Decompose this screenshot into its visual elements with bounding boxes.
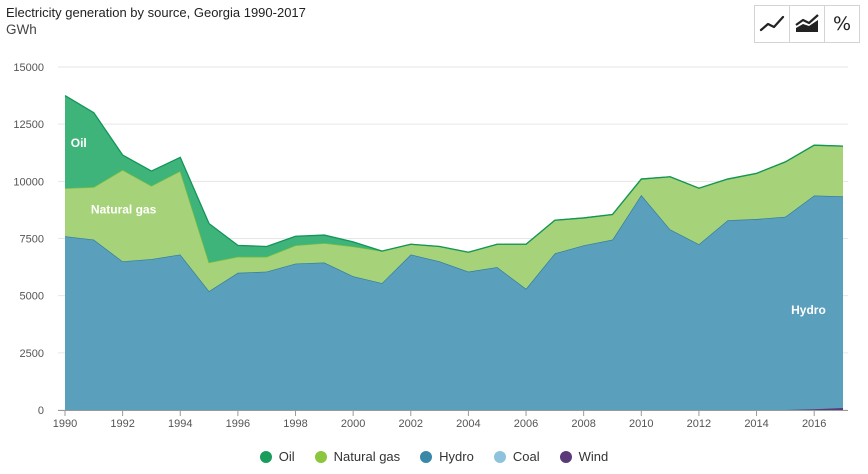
x-axis: 1990 1992 1994 1996 1998 2000 2002 2004 2006 2008… bbox=[53, 410, 848, 430]
legend-item-natural-gas[interactable]: Natural gas bbox=[314, 449, 401, 464]
line-chart-icon bbox=[759, 15, 785, 32]
area-series bbox=[64, 95, 844, 411]
y-tick-label: 5000 bbox=[20, 291, 44, 303]
legend-label: Natural gas bbox=[333, 449, 401, 464]
series-annotation: Oil bbox=[71, 136, 87, 150]
y-axis-labels: 0 2500 5000 7500 10000 12500 15000 bbox=[13, 62, 44, 417]
chart-title: Electricity generation by source, Georgi… bbox=[6, 5, 306, 20]
legend-label: Wind bbox=[578, 449, 609, 464]
legend-swatch bbox=[559, 450, 572, 463]
area-chart-button[interactable] bbox=[789, 5, 825, 43]
x-tick-label: 2004 bbox=[456, 418, 480, 430]
legend-item-coal[interactable]: Coal bbox=[493, 449, 540, 464]
x-tick-label: 1998 bbox=[283, 418, 307, 430]
x-tick-label: 2008 bbox=[571, 418, 595, 430]
x-tick-label: 2002 bbox=[399, 418, 423, 430]
chart-unit: GWh bbox=[6, 22, 37, 37]
x-tick-label: 2006 bbox=[514, 418, 538, 430]
y-tick-label: 10000 bbox=[13, 176, 44, 188]
y-tick-label: 0 bbox=[38, 405, 44, 417]
y-tick-label: 15000 bbox=[13, 62, 44, 74]
x-tick-label: 1996 bbox=[226, 418, 250, 430]
line-hydro bbox=[64, 193, 844, 292]
percent-label: % bbox=[832, 13, 852, 35]
series-annotation: Hydro bbox=[791, 303, 826, 317]
legend-label: Oil bbox=[278, 449, 295, 464]
x-tick-label: 2012 bbox=[687, 418, 711, 430]
legend-swatch bbox=[493, 450, 506, 463]
legend-label: Coal bbox=[512, 449, 540, 464]
x-tick-label: 2000 bbox=[341, 418, 365, 430]
y-tick-label: 12500 bbox=[13, 119, 44, 131]
legend-label: Hydro bbox=[439, 449, 474, 464]
x-tick-label: 1990 bbox=[53, 418, 77, 430]
x-tick-label: 2010 bbox=[629, 418, 653, 430]
chart-type-toolbar: % bbox=[754, 5, 866, 43]
y-tick-label: 2500 bbox=[20, 348, 44, 360]
line-oil bbox=[64, 95, 844, 253]
legend-swatch bbox=[314, 450, 327, 463]
legend-item-oil[interactable]: Oil bbox=[259, 449, 295, 464]
x-tick-label: 2014 bbox=[744, 418, 768, 430]
legend-swatch bbox=[420, 450, 433, 463]
legend-swatch bbox=[259, 450, 272, 463]
area-natural-gas bbox=[65, 145, 843, 292]
line-chart-button[interactable] bbox=[754, 5, 790, 43]
area-chart-icon bbox=[795, 14, 819, 32]
x-tick-label: 2016 bbox=[802, 418, 826, 430]
area-hydro bbox=[65, 195, 843, 410]
series-annotation: Natural gas bbox=[91, 202, 157, 216]
legend-item-hydro[interactable]: Hydro bbox=[420, 449, 474, 464]
x-tick-label: 1992 bbox=[110, 418, 134, 430]
legend-item-wind[interactable]: Wind bbox=[559, 449, 609, 464]
series-annotations: Oil Natural gas Hydro bbox=[71, 136, 826, 317]
percent-button[interactable]: % bbox=[824, 5, 860, 43]
y-tick-label: 7500 bbox=[20, 234, 44, 246]
legend: Oil Natural gas Hydro Coal Wind bbox=[0, 449, 868, 464]
x-tick-label: 1994 bbox=[168, 418, 192, 430]
